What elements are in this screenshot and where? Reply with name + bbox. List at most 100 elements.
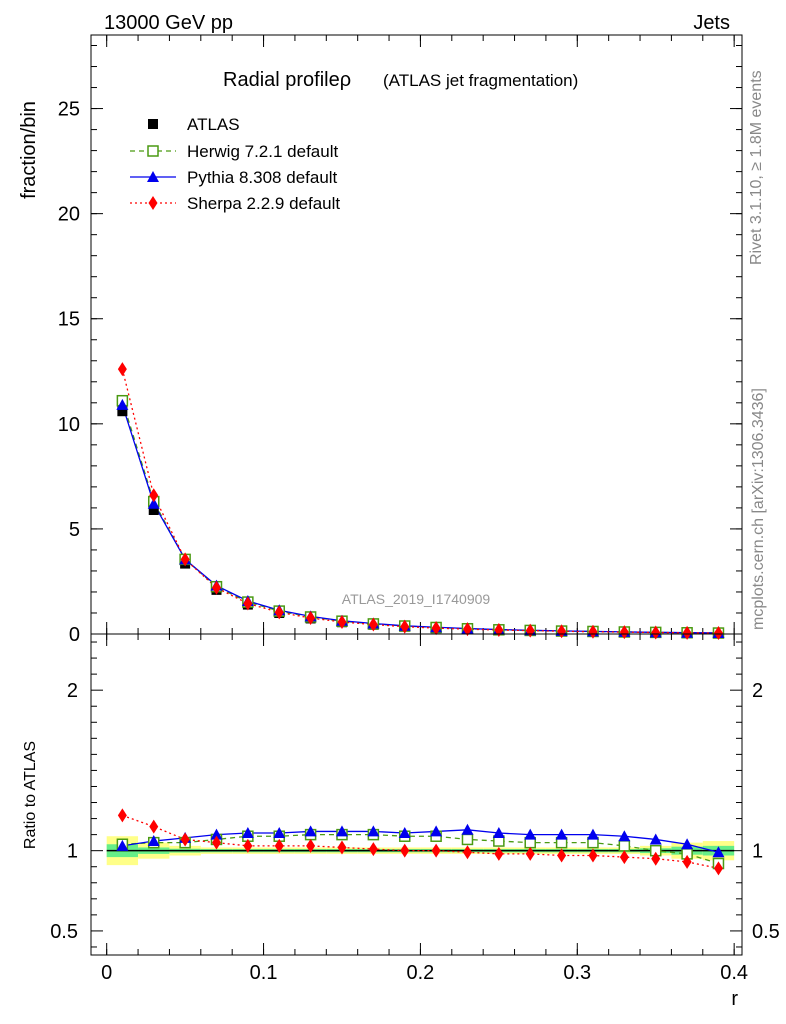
y-tick-label: 0 <box>69 624 80 646</box>
pythia-ratio-point <box>116 839 129 851</box>
sherpa-point <box>713 626 723 641</box>
sherpa-point <box>243 596 253 611</box>
legend-pythia-marker <box>147 171 159 182</box>
sherpa-ratio-point <box>211 835 221 850</box>
ratio-tick-label-right: 0.5 <box>752 921 780 943</box>
legend-herwig-marker <box>147 145 159 157</box>
sherpa-point <box>117 362 127 377</box>
sherpa-point <box>682 625 692 640</box>
sherpa-point <box>274 605 284 620</box>
bottom-panel: 0.5 0.5 1 1 2 2 <box>50 633 780 956</box>
atlas-point <box>148 504 159 515</box>
pythia-ratio-point <box>398 827 411 839</box>
sherpa-point <box>180 552 190 567</box>
pythia-ratio-point <box>555 828 568 840</box>
pythia-ratio-point <box>430 825 443 837</box>
sherpa-point <box>149 488 159 503</box>
sherpa-point <box>400 619 410 634</box>
mcplots-label: mcplots.cern.ch [arXiv:1306.3436] <box>750 388 767 630</box>
sherpa-ratio-point <box>494 846 504 861</box>
y-axis-label-bottom: Ratio to ATLAS <box>22 741 39 849</box>
pythia-ratio-point <box>147 835 160 847</box>
pythia-ratio-point <box>492 827 505 839</box>
sherpa-ratio-point <box>525 846 535 861</box>
herwig-ratio-point <box>461 833 474 846</box>
chart-title: Radial profileρ <box>223 69 351 91</box>
pythia-ratio-point <box>304 825 317 837</box>
herwig-ratio-point <box>618 840 631 852</box>
sherpa-ratio-point <box>337 840 347 855</box>
y-tick-label: 20 <box>58 204 80 226</box>
sherpa-point <box>211 580 221 595</box>
y-tick-label: 5 <box>69 519 80 541</box>
x-axis-label: r <box>731 988 738 1010</box>
sherpa-point <box>588 624 598 639</box>
pythia-ratio-point <box>367 825 380 837</box>
ratio-tick-label: 1 <box>67 841 78 863</box>
sherpa-ratio-point <box>117 808 127 823</box>
chart-subtitle: (ATLAS jet fragmentation) <box>383 71 578 90</box>
pythia-ratio-point <box>461 823 474 835</box>
pythia-ratio-point <box>210 828 223 840</box>
sherpa-ratio-point <box>400 843 410 858</box>
pythia-ratio-point <box>712 846 725 858</box>
ratio-tick-label-right: 2 <box>752 680 763 702</box>
sherpa-ratio-line <box>122 814 719 869</box>
pythia-ratio-point <box>335 825 348 837</box>
sherpa-ratio-point <box>713 861 723 876</box>
pythia-ratio-point <box>273 827 286 839</box>
legend-herwig-label: Herwig 7.2.1 default <box>187 142 338 161</box>
legend-atlas-marker <box>148 119 158 129</box>
x-tick-label: 0.4 <box>720 962 748 984</box>
sherpa-ratio-point <box>588 848 598 863</box>
sherpa-ratio-point <box>651 851 661 866</box>
sherpa-ratio-point <box>274 838 284 853</box>
legend-pythia-label: Pythia 8.308 default <box>187 168 338 187</box>
sherpa-ratio-point <box>619 850 629 865</box>
sherpa-point <box>619 625 629 640</box>
x-tick-label: 0 <box>101 962 112 984</box>
sherpa-ratio-point <box>243 838 253 853</box>
sherpa-ratio-point <box>557 848 567 863</box>
header-right: Jets <box>693 12 730 34</box>
sherpa-ratio-point <box>682 854 692 869</box>
ratio-tick-label: 2 <box>67 680 78 702</box>
bottom-frame <box>90 633 743 956</box>
sherpa-point <box>462 622 472 637</box>
sherpa-point <box>651 625 661 640</box>
y-tick-label: 25 <box>58 99 80 121</box>
legend-sherpa-label: Sherpa 2.2.9 default <box>187 194 340 213</box>
pythia-ratio-point <box>649 833 662 845</box>
sherpa-ratio-point <box>431 843 441 858</box>
y-axis-label-top: fraction/bin <box>18 101 40 199</box>
sherpa-ratio-point <box>180 832 190 847</box>
x-tick-label: 0.2 <box>407 962 435 984</box>
y-tick-label: 10 <box>58 414 80 436</box>
ratio-tick-label: 0.5 <box>50 921 78 943</box>
pythia-ratio-point <box>524 828 537 840</box>
sherpa-point <box>431 621 441 636</box>
pythia-ratio-point <box>586 828 599 840</box>
x-tick-label: 0.3 <box>563 962 591 984</box>
pythia-point <box>147 497 160 509</box>
top-panel: 0 5 10 15 20 25 Radial profileρ (ATLAS jet fr… <box>58 34 743 646</box>
pythia-ratio-point <box>681 838 694 850</box>
pythia-ratio-point <box>618 830 631 842</box>
sherpa-ratio-point <box>368 842 378 857</box>
sherpa-ratio-point <box>462 845 472 860</box>
legend-sherpa-marker <box>148 196 158 210</box>
analysis-label: ATLAS_2019_I1740909 <box>342 591 491 607</box>
atlas-point <box>117 406 128 417</box>
sherpa-point <box>557 624 567 639</box>
y-tick-label: 15 <box>58 309 80 331</box>
x-tick-label: 0.1 <box>250 962 278 984</box>
sherpa-ratio-point <box>306 838 316 853</box>
sherpa-ratio-point <box>149 819 159 834</box>
pythia-point <box>116 398 129 410</box>
legend-atlas-label: ATLAS <box>187 115 240 134</box>
sherpa-point <box>337 615 347 630</box>
sherpa-point <box>368 617 378 632</box>
sherpa-point <box>306 611 316 626</box>
pythia-ratio-point <box>241 827 254 839</box>
